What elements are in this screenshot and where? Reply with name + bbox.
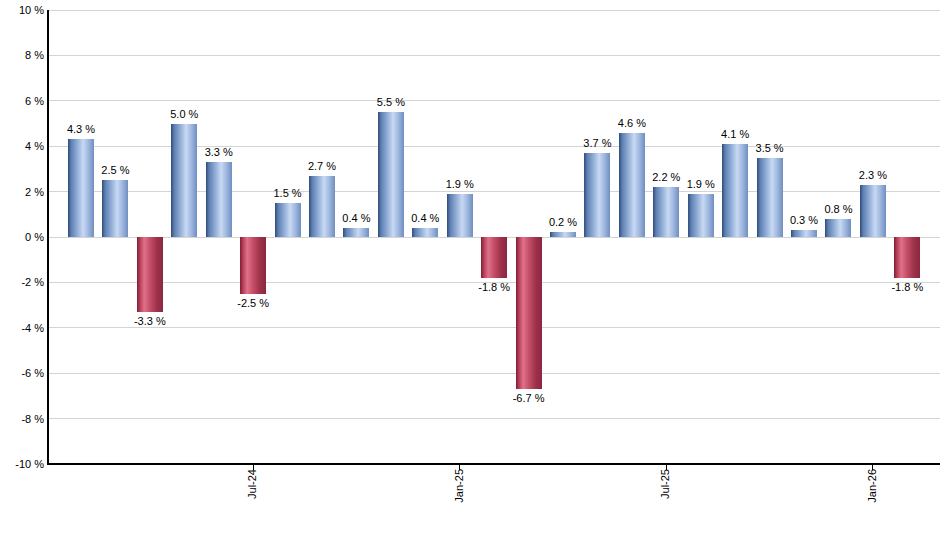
y-axis-label: 4 %: [0, 140, 44, 153]
bar-value-label: -6.7 %: [497, 392, 561, 405]
bar-positive: [343, 228, 369, 237]
gridline: [49, 100, 940, 101]
bar-value-label: 4.1 %: [703, 128, 767, 141]
bar-positive: [412, 228, 438, 237]
gridline: [49, 373, 940, 374]
y-axis-label: 0 %: [0, 231, 44, 244]
bar-value-label: 2.5 %: [83, 164, 147, 177]
y-axis-line: [47, 10, 49, 465]
bar-value-label: 1.9 %: [428, 178, 492, 191]
bar-positive: [309, 176, 335, 237]
bar-positive: [68, 139, 94, 237]
y-axis-label: -4 %: [0, 322, 44, 335]
bar-negative: [240, 237, 266, 294]
bar-value-label: 4.6 %: [600, 117, 664, 130]
bar-positive: [102, 180, 128, 237]
bar-value-label: 2.7 %: [290, 160, 354, 173]
x-axis-label: Jan-25: [453, 469, 466, 503]
bar-negative: [516, 237, 542, 389]
gridline: [49, 55, 940, 56]
monthly-returns-bar-chart: 10 % 8 % 6 % 4 % 2 % 0 % -2 % -4 % -6 % -8 % -10 %…: [0, 0, 940, 550]
y-axis-label: -10 %: [0, 458, 44, 471]
y-axis-label: 10 %: [0, 4, 44, 17]
bar-negative: [137, 237, 163, 312]
bar-positive: [206, 162, 232, 237]
bar-positive: [171, 124, 197, 238]
x-axis-label: Jan-26: [866, 469, 879, 503]
gridline: [49, 10, 940, 11]
x-axis-label: Jul-24: [246, 469, 259, 499]
gridline: [49, 327, 940, 328]
bar-value-label: -2.5 %: [221, 297, 285, 310]
bar-positive: [722, 144, 748, 237]
bar-value-label: 4.3 %: [49, 123, 113, 136]
bar-positive: [275, 203, 301, 237]
bar-value-label: 5.5 %: [359, 96, 423, 109]
y-axis-label: -2 %: [0, 276, 44, 289]
bar-negative: [481, 237, 507, 278]
bar-value-label: 5.0 %: [152, 108, 216, 121]
bar-positive: [584, 153, 610, 237]
bar-positive: [688, 194, 714, 237]
bar-negative: [894, 237, 920, 278]
x-axis-line: [47, 463, 940, 465]
bar-positive: [550, 232, 576, 237]
gridline: [49, 418, 940, 419]
y-axis-label: 2 %: [0, 186, 44, 199]
y-axis-label: 6 %: [0, 95, 44, 108]
bar-value-label: -1.8 %: [875, 281, 939, 294]
bar-positive: [447, 194, 473, 237]
y-axis-label: -6 %: [0, 367, 44, 380]
bar-positive: [825, 219, 851, 237]
y-axis-label: 8 %: [0, 49, 44, 62]
bar-value-label: 3.3 %: [187, 146, 251, 159]
bar-positive: [791, 230, 817, 237]
bar-value-label: -3.3 %: [118, 315, 182, 328]
bar-value-label: 2.3 %: [841, 169, 905, 182]
bar-positive: [619, 133, 645, 237]
bar-value-label: 3.5 %: [738, 142, 802, 155]
y-axis-label: -8 %: [0, 413, 44, 426]
bar-positive: [860, 185, 886, 237]
bar-positive: [653, 187, 679, 237]
x-axis-label: Jul-25: [659, 469, 672, 499]
